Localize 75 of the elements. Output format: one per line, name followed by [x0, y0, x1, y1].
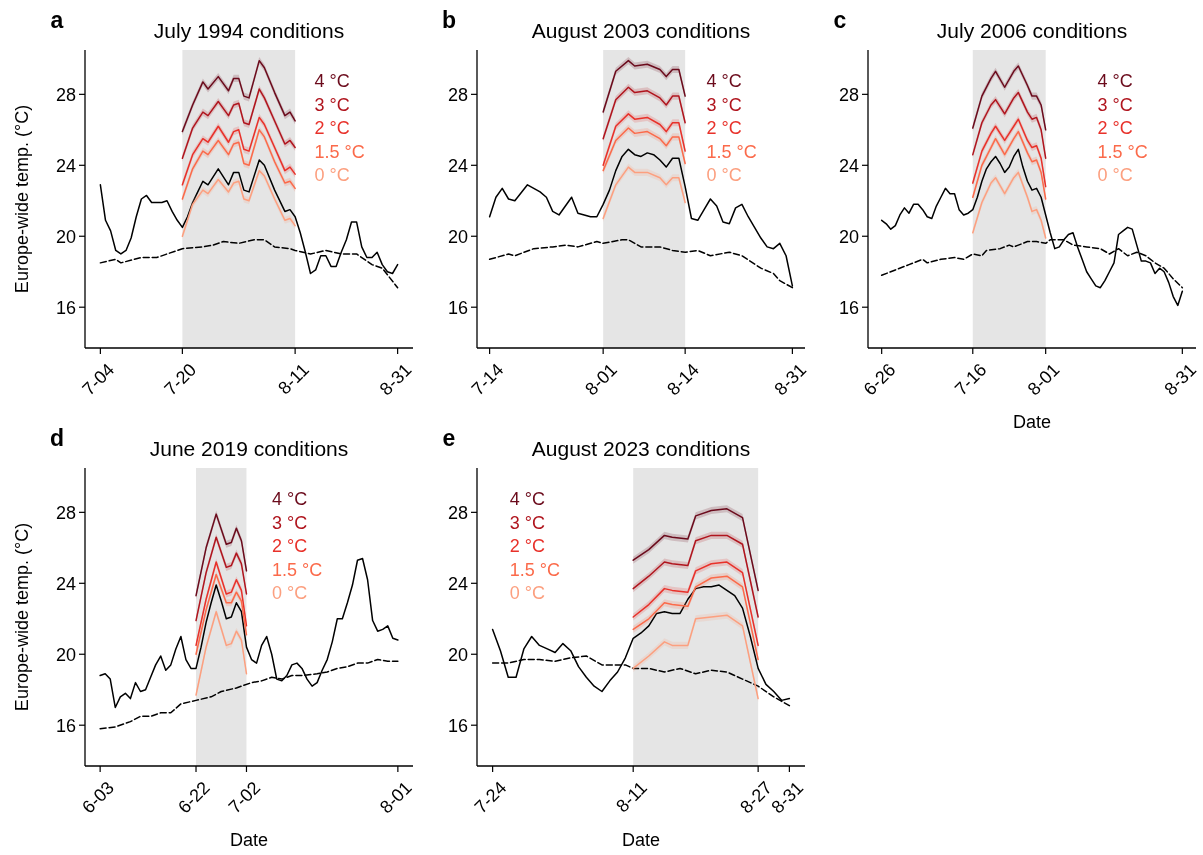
- y-tick-label: 16: [447, 715, 468, 736]
- x-tick-label: 8-11: [612, 777, 651, 817]
- x-tick-label: 8-11: [274, 359, 313, 399]
- text: 1.5 °C: [509, 559, 561, 580]
- x-tick-label: 7-02: [224, 777, 265, 818]
- y-tick-label: 20: [55, 226, 76, 247]
- y-tick-label: 16: [447, 297, 468, 318]
- x-tick-label: 8-01: [581, 359, 621, 400]
- y-tick-label: 28: [55, 502, 76, 523]
- y-tick-label: 16: [55, 297, 76, 318]
- series-label: 3 °C: [706, 94, 742, 115]
- text: d: [49, 425, 65, 451]
- text: 1.5 °C: [271, 559, 323, 580]
- x-axis-title: Date: [621, 830, 661, 850]
- y-tick-label: 20: [55, 644, 76, 665]
- y-tick-label: 20: [447, 226, 468, 247]
- text: a: [50, 7, 64, 33]
- x-tick-label: 7-16: [950, 359, 991, 400]
- y-tick-label: 24: [55, 155, 76, 176]
- series-label: 4 °C: [706, 71, 742, 91]
- text: 3 °C: [1097, 94, 1133, 115]
- y-tick-label: 24: [447, 155, 468, 176]
- y-tick-label: 16: [838, 297, 859, 318]
- y-tick-label: 28: [838, 84, 859, 105]
- chart-title: August 2023 conditions: [531, 437, 751, 460]
- y-tick-label: 20: [447, 644, 468, 665]
- text: 2 °C: [1097, 118, 1133, 138]
- x-axis-title: Date: [229, 830, 269, 850]
- text: 2 °C: [271, 536, 308, 556]
- text: 2 °C: [314, 118, 350, 138]
- text: b: [441, 7, 457, 33]
- y-tick-label: 24: [55, 573, 76, 594]
- chart-title: July 1994 conditions: [153, 19, 345, 42]
- series-label: 0 °C: [706, 165, 742, 185]
- x-tick-label: 8-01: [375, 777, 416, 818]
- text: 0 °C: [314, 165, 350, 185]
- text: 3 °C: [509, 512, 546, 533]
- series-label: 4 °C: [314, 71, 350, 91]
- chart-title: August 2003 conditions: [531, 19, 751, 42]
- chart-title: June 2019 conditions: [149, 437, 349, 460]
- x-tick-label: 7-20: [160, 359, 201, 400]
- y-tick-label: 28: [447, 502, 468, 523]
- y-axis-title: Europe-wide temp. (°C): [12, 104, 32, 294]
- text: 1.5 °C: [1097, 141, 1148, 162]
- x-axis-title: Date: [1012, 412, 1052, 432]
- x-tick-label: 8-01: [1023, 359, 1064, 400]
- series-label: 3 °C: [314, 94, 350, 115]
- series-label: 1.5 °C: [706, 141, 757, 162]
- x-tick-label: 7-14: [467, 359, 508, 400]
- text: 4 °C: [271, 489, 308, 509]
- text: 2 °C: [509, 536, 546, 556]
- y-tick-label: 20: [838, 226, 859, 247]
- y-tick-label: 16: [55, 715, 76, 736]
- x-tick-label: 7-24: [470, 777, 511, 818]
- text: c: [833, 7, 847, 33]
- y-tick-label: 24: [838, 155, 859, 176]
- text: 4 °C: [509, 489, 546, 509]
- text: e: [442, 425, 456, 451]
- y-axis-title: Europe-wide temp. (°C): [12, 522, 32, 712]
- x-tick-label: 8-31: [375, 359, 416, 400]
- series-label: 1.5 °C: [314, 141, 365, 162]
- text: 0 °C: [509, 583, 546, 603]
- series-label: 2 °C: [706, 118, 742, 138]
- x-tick-label: 8-31: [1160, 359, 1201, 400]
- y-tick-label: 24: [447, 573, 468, 594]
- x-tick-label: 8-31: [770, 359, 811, 400]
- text: 4 °C: [1097, 71, 1133, 91]
- y-tick-label: 28: [447, 84, 468, 105]
- line-series: [491, 584, 791, 702]
- y-tick-label: 28: [55, 84, 76, 105]
- text: 0 °C: [271, 583, 308, 603]
- text: 3 °C: [271, 512, 308, 533]
- x-tick-label: 7-04: [78, 359, 119, 400]
- text: 0 °C: [1097, 165, 1133, 185]
- chart-title: July 2006 conditions: [936, 19, 1128, 42]
